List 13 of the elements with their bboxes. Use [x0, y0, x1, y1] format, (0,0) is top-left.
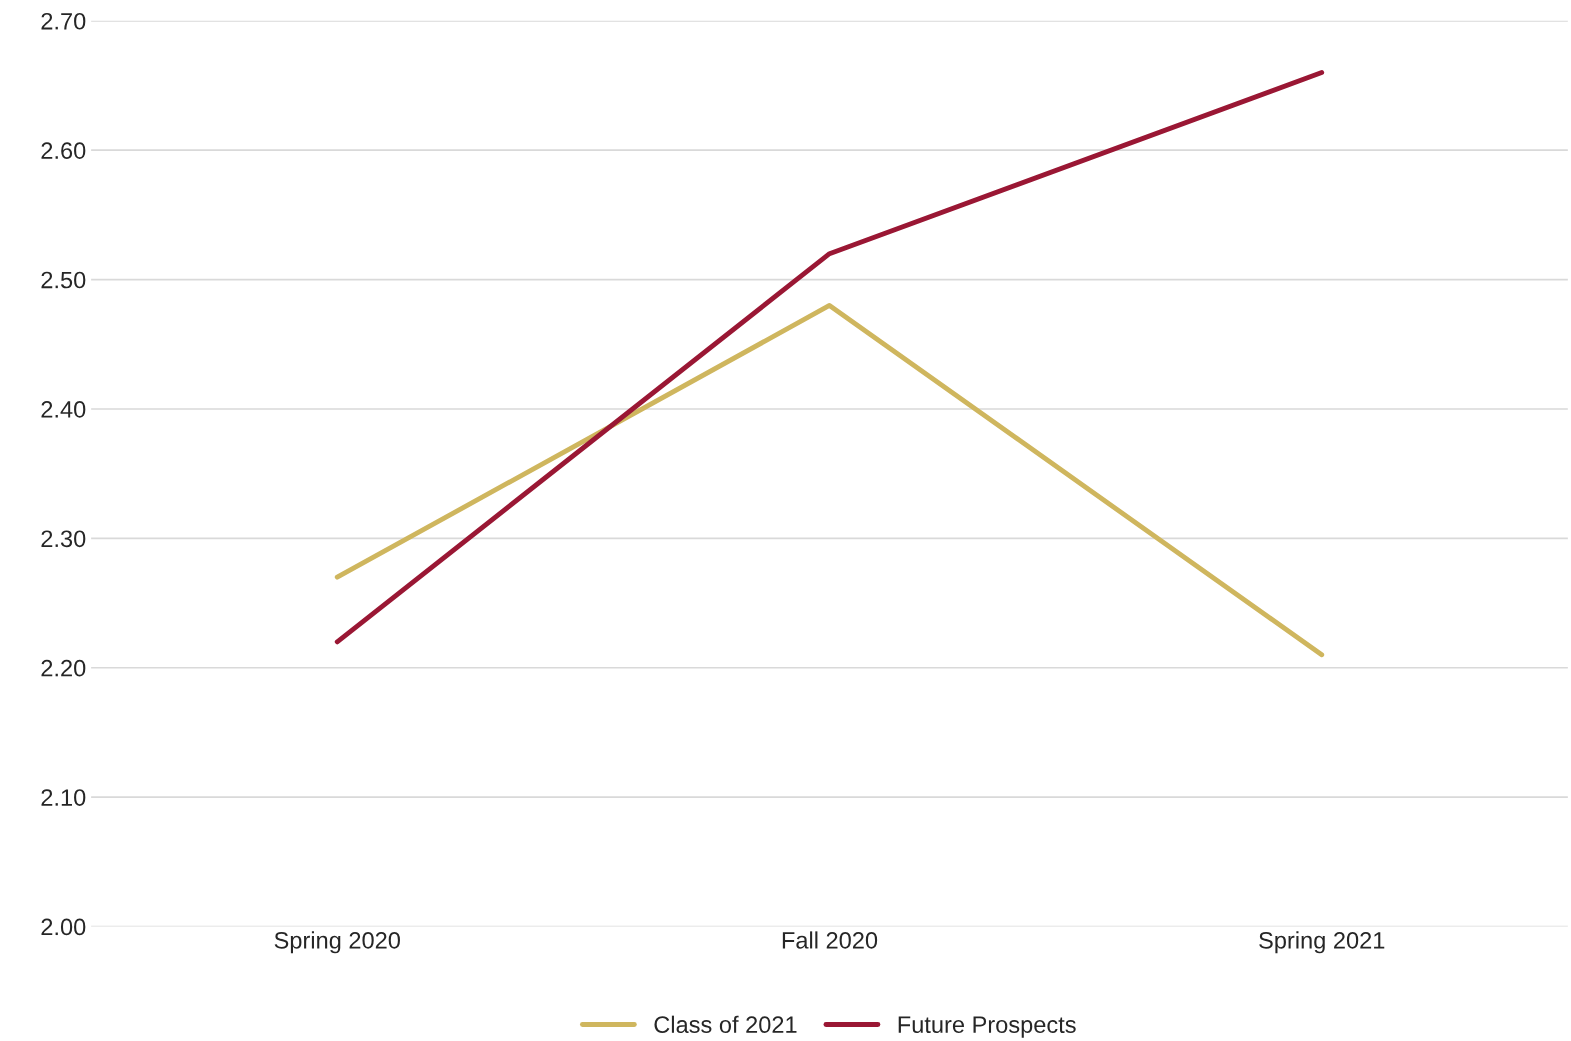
y-tick-label: 2.00 — [41, 918, 86, 936]
y-tick-label: 2.10 — [41, 789, 86, 806]
y-tick-label: 2.70 — [41, 12, 86, 30]
y-tick-label: 2.30 — [41, 530, 86, 548]
x-tick-label: Spring 2021 — [1259, 931, 1385, 954]
y-tick-label: 2.50 — [41, 271, 86, 289]
y-tick-label: 2.60 — [41, 142, 86, 159]
y-tick-label: 2.20 — [41, 659, 86, 677]
x-tick-label: Spring 2020 — [274, 931, 400, 954]
x-tick-label: Fall 2020 — [782, 931, 878, 949]
legend-label: Future Prospects — [898, 1016, 1076, 1038]
legend-label: Class of 2021 — [654, 1015, 797, 1034]
y-tick-label: 2.40 — [41, 401, 86, 418]
